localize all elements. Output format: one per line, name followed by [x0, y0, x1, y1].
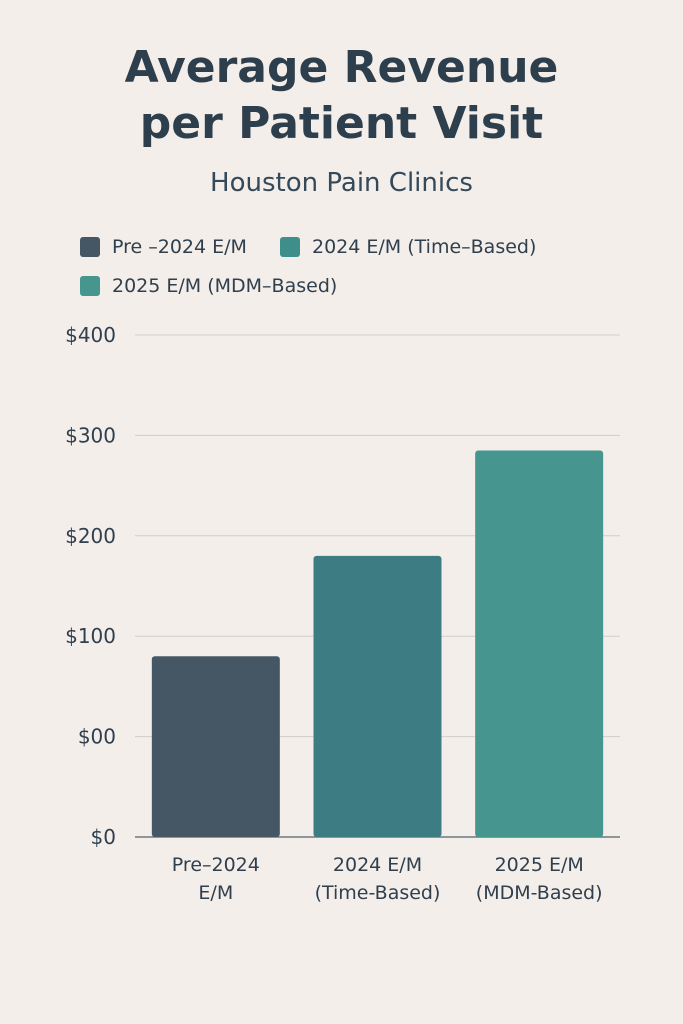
chart-title-line-2: per Patient Visit [139, 98, 544, 149]
legend-swatch [80, 237, 100, 257]
x-tick-label: Pre–2024 [172, 854, 260, 876]
legend-item-pre-2024: Pre –2024 E/M [80, 236, 247, 258]
bar [475, 450, 604, 837]
x-tick-label: 2025 E/M [495, 854, 584, 876]
chart-title: Average Revenue per Patient Visit [0, 40, 683, 152]
legend-swatch [80, 276, 100, 296]
bar [151, 656, 280, 837]
chart-title-line-1: Average Revenue [124, 42, 559, 93]
bar [313, 555, 442, 837]
x-tick-label: (Time-Based) [315, 882, 441, 904]
x-tick-label: (MDM-Based) [476, 882, 603, 904]
y-tick-label: $100 [65, 624, 116, 648]
legend-item-2025: 2025 E/M (MDM–Based) [80, 275, 337, 297]
y-tick-label: $200 [65, 524, 116, 548]
y-tick-label: $00 [78, 725, 116, 749]
chart-subtitle: Houston Pain Clinics [210, 168, 473, 198]
y-tick-label: $400 [65, 323, 116, 347]
legend-swatch [280, 237, 300, 257]
legend-item-2024: 2024 E/M (Time–Based) [280, 236, 536, 258]
x-tick-label: 2024 E/M [333, 854, 422, 876]
legend-label: Pre –2024 E/M [112, 236, 247, 258]
x-tick-label: E/M [198, 882, 233, 904]
y-tick-label: $0 [91, 825, 116, 849]
legend-label: 2025 E/M (MDM–Based) [112, 275, 338, 297]
y-tick-label: $300 [65, 423, 116, 447]
legend-label: 2024 E/M (Time–Based) [312, 236, 537, 258]
